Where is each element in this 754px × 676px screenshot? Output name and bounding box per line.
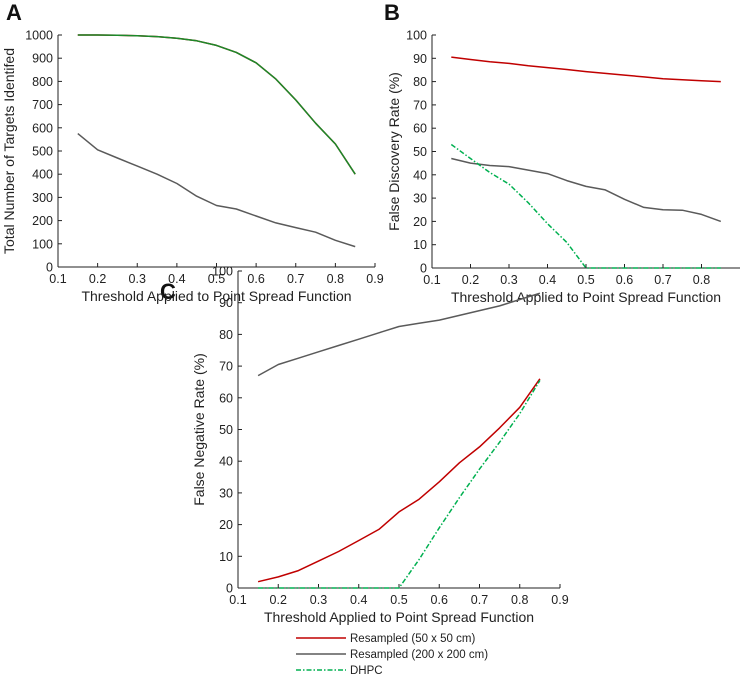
y-tick-label: 50: [219, 423, 233, 437]
panel-label-b: B: [384, 0, 400, 25]
legend-label-dhpc: DHPC: [350, 665, 383, 676]
y-axis-label: False Discovery Rate (%): [386, 72, 402, 231]
y-tick-label: 60: [413, 122, 427, 136]
y-tick-label: 70: [413, 98, 427, 112]
series-line-b-dhpc: [450, 143, 721, 269]
x-tick-label: 0.6: [431, 593, 448, 607]
y-tick-label: 20: [413, 215, 427, 229]
y-tick-label: 30: [413, 192, 427, 206]
x-tick-label: 0.1: [49, 272, 66, 286]
y-tick-label: 0: [46, 261, 53, 275]
y-tick-label: 70: [219, 360, 233, 374]
x-tick-label: 0.8: [693, 273, 710, 287]
y-tick-label: 0: [226, 582, 233, 596]
series-line-b-resampled-200: [451, 157, 722, 223]
chart-panel-b: 0.1 0.2 0.3 0.4 0.5 0.6 0.7 0.8 0 10 20 30 40 50 60 70 8…: [386, 29, 740, 305]
x-tick-label: 0.4: [350, 593, 367, 607]
x-tick-label: 0.2: [462, 273, 479, 287]
y-tick-label: 0: [420, 262, 427, 276]
x-tick-label: 0.8: [327, 272, 344, 286]
x-axis-label: Threshold Applied to Point Spread Functi…: [451, 289, 721, 305]
y-tick-label: 50: [413, 145, 427, 159]
y-tick-label: 100: [32, 237, 53, 251]
y-tick-label: 10: [413, 238, 427, 252]
y-tick-label: 300: [32, 191, 53, 205]
series-line-c-resampled-200: [257, 292, 541, 377]
x-tick-label: 0.2: [89, 272, 106, 286]
y-tick-label: 20: [219, 518, 233, 532]
x-tick-label: 0.3: [500, 273, 517, 287]
y-tick-label: 900: [32, 52, 53, 66]
series-line-a-resampled-200: [77, 133, 356, 248]
y-tick-label: 30: [219, 486, 233, 500]
x-tick-label: 0.7: [287, 272, 304, 286]
legend: Resampled (50 x 50 cm) Resampled (200 x …: [296, 633, 488, 676]
x-axis-label: Threshold Applied to Point Spread Functi…: [81, 288, 351, 304]
chart-panel-a: 0.1 0.2 0.3 0.4 0.5 0.6 0.7 0.8 0.9 0 100 200 300 400…: [1, 29, 384, 305]
y-tick-label: 100: [406, 29, 427, 43]
x-tick-label: 0.9: [366, 272, 383, 286]
y-tick-label: 200: [32, 214, 53, 228]
x-tick-label: 0.6: [616, 273, 633, 287]
y-tick-label: 80: [219, 328, 233, 342]
y-tick-label: 500: [32, 145, 53, 159]
legend-label-resampled-200: Resampled (200 x 200 cm): [350, 649, 488, 661]
y-tick-label: 80: [413, 75, 427, 89]
series-line-a-resampled-50: [77, 34, 356, 175]
y-tick-label: 90: [413, 52, 427, 66]
panel-label-c: C: [160, 279, 176, 304]
x-tick-label: 0.4: [539, 273, 556, 287]
y-tick-label: 600: [32, 121, 53, 135]
x-tick-label: 0.3: [129, 272, 146, 286]
x-tick-label: 0.7: [471, 593, 488, 607]
y-tick-label: 800: [32, 75, 53, 89]
series-line-c-dhpc: [258, 380, 541, 589]
x-tick-label: 0.3: [310, 593, 327, 607]
x-tick-label: 0.8: [511, 593, 528, 607]
y-tick-label: 400: [32, 168, 53, 182]
y-tick-label: 700: [32, 98, 53, 112]
y-tick-label: 40: [219, 455, 233, 469]
y-tick-label: 40: [413, 168, 427, 182]
series-line-b-resampled-50: [451, 56, 721, 83]
x-tick-label: 0.6: [247, 272, 264, 286]
legend-label-resampled-50: Resampled (50 x 50 cm): [350, 633, 475, 645]
y-tick-label: 1000: [25, 29, 53, 43]
x-tick-label: 0.7: [654, 273, 671, 287]
series-line-a-green-line: [77, 34, 356, 175]
panel-label-a: A: [6, 0, 22, 25]
x-tick-label: 0.5: [390, 593, 407, 607]
y-axis-label: Total Number of Targets Identifed: [1, 48, 17, 254]
chart-panel-c: 0.1 0.2 0.3 0.4 0.5 0.6 0.7 0.8 0.9 0 10 20 30 40 50 60…: [191, 265, 569, 626]
y-axis-label: False Negative Rate (%): [191, 353, 207, 506]
x-tick-label: 0.2: [270, 593, 287, 607]
x-tick-label: 0.5: [577, 273, 594, 287]
y-tick-label: 100: [212, 265, 233, 279]
x-axis-label: Threshold Applied to Point Spread Functi…: [264, 609, 534, 625]
x-tick-label: 0.1: [423, 273, 440, 287]
series-line-c-resampled-50: [257, 378, 541, 583]
x-tick-label: 0.9: [551, 593, 568, 607]
y-tick-label: 90: [219, 296, 233, 310]
x-tick-label: 0.5: [208, 272, 225, 286]
x-tick-label: 0.1: [229, 593, 246, 607]
x-tick-label: 0.4: [168, 272, 185, 286]
y-tick-label: 10: [219, 550, 233, 564]
y-tick-label: 60: [219, 391, 233, 405]
